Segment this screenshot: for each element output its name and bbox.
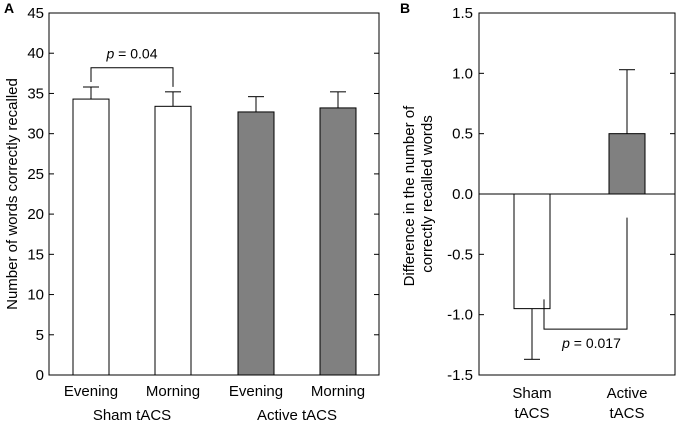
panel-b-significance: p = 0.017 bbox=[543, 217, 628, 351]
panel-b-p-number: = 0.017 bbox=[570, 335, 621, 351]
panel-a-tick-label: 0 bbox=[36, 367, 44, 384]
panel-b-y-axis-label-line2: correctly recalled words bbox=[419, 115, 436, 273]
panel-a-bracket bbox=[90, 67, 174, 87]
panel-b-bars bbox=[513, 69, 646, 360]
panel-b-y-ticks: -1.5 -1.0 -0.5 0.0 0.5 1.0 1.5 bbox=[447, 5, 675, 384]
panel-a-tick-label: 35 bbox=[27, 85, 44, 102]
panel-b-bar-label-line1: Active bbox=[607, 385, 648, 402]
panel-a-tick-label: 10 bbox=[27, 287, 44, 304]
panel-a-p-number: = 0.04 bbox=[114, 46, 157, 62]
panel-a-group-label: Sham tACS bbox=[93, 407, 171, 424]
panel-a-bar-label: Evening bbox=[64, 383, 118, 400]
panel-b-tick-label: 0.0 bbox=[452, 186, 473, 203]
panel-a-tick-label: 25 bbox=[27, 166, 44, 183]
panel-a-tick-label: 30 bbox=[27, 126, 44, 143]
panel-a-tick-label: 40 bbox=[27, 45, 44, 62]
panel-a-tick-label: 15 bbox=[27, 246, 44, 263]
panel-a-group-label: Active tACS bbox=[257, 407, 337, 424]
panel-a-bar bbox=[154, 105, 192, 376]
panel-a-bar-label: Evening bbox=[229, 383, 283, 400]
panel-b-tick-label: -1.5 bbox=[447, 367, 473, 384]
panel-a-p-value: p = 0.04 bbox=[106, 46, 158, 62]
panel-b-x-labels: Sham tACS Active tACS bbox=[512, 385, 647, 422]
panel-a-bar bbox=[319, 107, 357, 376]
panel-b-bar-label-line2: tACS bbox=[609, 405, 644, 422]
panel-b-label: B bbox=[400, 0, 410, 16]
panel-b-tick-label: 1.5 bbox=[452, 5, 473, 22]
panel-b-p-value: p = 0.017 bbox=[561, 335, 621, 351]
panel-a-y-ticks: 0 5 10 15 20 25 30 35 40 45 bbox=[27, 5, 379, 384]
panel-a-bar bbox=[237, 111, 275, 376]
panel-a-bar bbox=[72, 98, 110, 376]
panel-b-bracket bbox=[543, 217, 628, 330]
panel-a-x-labels: Evening Morning Evening Morning Sham tACS Act… bbox=[64, 383, 365, 424]
panel-a-significance: p = 0.04 bbox=[90, 46, 174, 87]
panel-b-y-axis-label: Difference in the number of correctly re… bbox=[401, 102, 436, 287]
panel-a-bar-label: Morning bbox=[146, 383, 200, 400]
panel-a-bar-label: Morning bbox=[311, 383, 365, 400]
panel-b-bar bbox=[608, 133, 646, 195]
panel-b-bar-label-line2: tACS bbox=[514, 405, 549, 422]
panel-a-bars bbox=[72, 86, 357, 376]
panel-a-tick-label: 5 bbox=[36, 327, 44, 344]
panel-a-plot-frame bbox=[48, 12, 380, 376]
panel-a-p-symbol: p bbox=[106, 46, 115, 62]
panel-b-tick-label: 1.0 bbox=[452, 65, 473, 82]
panel-b-tick-label: 0.5 bbox=[452, 126, 473, 143]
panel-b-p-symbol: p bbox=[561, 335, 570, 351]
panel-a-tick-label: 45 bbox=[27, 5, 44, 22]
panel-a-tick-label: 20 bbox=[27, 206, 44, 223]
panel-b-bar-label-line1: Sham bbox=[512, 385, 551, 402]
panel-b-tick-label: -1.0 bbox=[447, 307, 473, 324]
panel-a-y-axis-label: Number of words correctly recalled bbox=[4, 78, 21, 310]
panel-a-label: A bbox=[4, 0, 14, 16]
panel-b-tick-label: -0.5 bbox=[447, 246, 473, 263]
panel-b-bar bbox=[513, 193, 551, 310]
panel-b-y-axis-label-line1: Difference in the number of bbox=[401, 105, 418, 286]
